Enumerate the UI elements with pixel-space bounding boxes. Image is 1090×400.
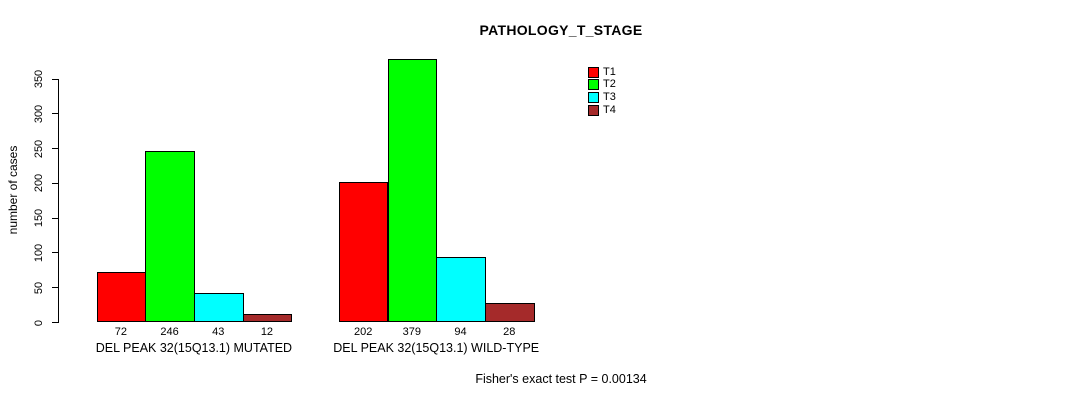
- bar-t2-2: [387, 58, 438, 323]
- legend-swatch-t1: [588, 66, 599, 78]
- category-label: DEL PEAK 32(15Q13.1) MUTATED: [95, 341, 293, 355]
- y-tick-label: 150: [33, 208, 45, 228]
- bar-t3-1: [193, 292, 244, 323]
- bar-value-label: 379: [402, 326, 422, 338]
- chart-title: PATHOLOGY_T_STAGE: [479, 22, 643, 38]
- legend-label: T2: [603, 78, 616, 91]
- pvalue-annotation: Fisher's exact test P = 0.00134: [475, 372, 647, 386]
- legend-item-t2: T2: [588, 79, 616, 92]
- y-tick-label: 250: [33, 139, 45, 158]
- bar-value-label: 72: [114, 326, 127, 338]
- y-axis-line: [58, 79, 59, 323]
- legend-label: T4: [603, 103, 616, 116]
- bar-t1-1: [96, 272, 147, 323]
- legend-swatch-t4: [588, 104, 599, 116]
- y-tick-mark: [52, 78, 58, 80]
- bar-value-label: 28: [503, 326, 516, 338]
- bar-t4-1: [242, 314, 293, 323]
- y-tick-mark: [52, 148, 58, 150]
- bar-t2-1: [145, 151, 195, 323]
- y-tick-label: 200: [33, 174, 45, 193]
- legend-label: T3: [603, 90, 616, 103]
- y-tick-label: 0: [33, 319, 45, 326]
- bar-value-label: 43: [212, 326, 225, 338]
- bar-value-label: 94: [454, 326, 467, 338]
- bar-value-label: 246: [160, 326, 179, 338]
- y-axis-label: number of cases: [6, 145, 20, 235]
- legend-swatch-t3: [588, 91, 599, 103]
- y-tick-mark: [52, 217, 58, 219]
- legend-item-t4: T4: [588, 104, 616, 117]
- bar-t4-2: [484, 303, 535, 323]
- bar-t1-2: [338, 181, 389, 323]
- legend: T1 T2 T3 T4: [588, 66, 616, 116]
- y-tick-label: 100: [33, 243, 45, 263]
- legend-label: T1: [603, 65, 616, 78]
- y-tick-mark: [52, 322, 58, 323]
- bar-value-label: 12: [260, 326, 274, 338]
- bar-value-label: 202: [353, 326, 373, 338]
- category-label: DEL PEAK 32(15Q13.1) WILD-TYPE: [333, 341, 540, 355]
- y-tick-mark: [52, 113, 58, 115]
- y-tick-mark: [52, 287, 58, 289]
- y-tick-mark: [52, 182, 58, 184]
- legend-item-t3: T3: [588, 91, 616, 104]
- y-tick-label: 300: [33, 104, 45, 123]
- legend-item-t1: T1: [588, 66, 616, 79]
- y-tick-mark: [52, 252, 58, 254]
- y-tick-label: 50: [33, 281, 45, 294]
- y-tick-label: 350: [33, 69, 45, 89]
- legend-swatch-t2: [588, 79, 599, 91]
- bar-t3-2: [436, 257, 486, 323]
